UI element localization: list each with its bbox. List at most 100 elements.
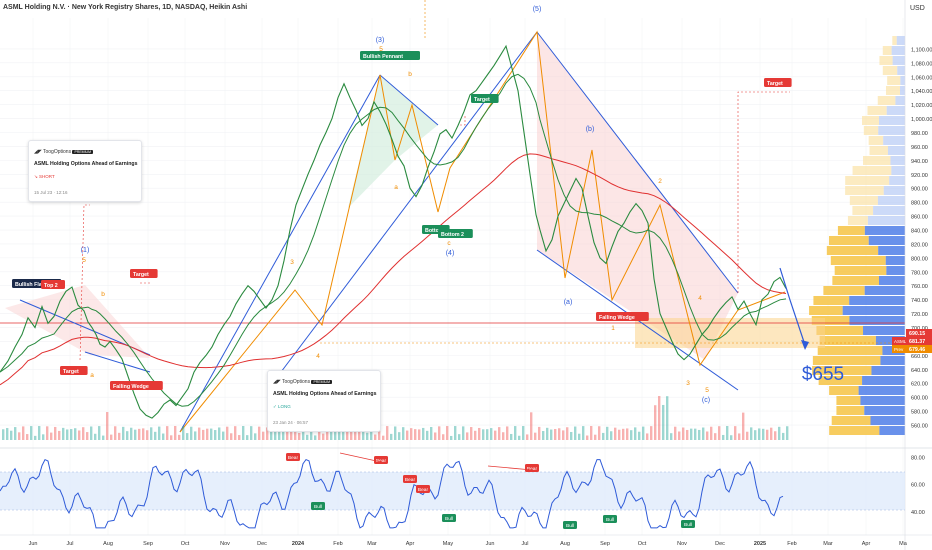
volume-profile-buy — [895, 96, 905, 105]
volume-bar — [210, 428, 213, 440]
annotation-label: Target — [474, 97, 490, 103]
volume-bar — [118, 432, 121, 440]
volume-bar — [290, 431, 293, 440]
price-tick-label: 860.00 — [911, 215, 928, 221]
card-brand: ◢◤ ToogOptions PREMIUM — [34, 149, 93, 155]
volume-bar — [178, 434, 181, 440]
volume-bar — [670, 433, 673, 440]
volume-profile-buy — [890, 156, 905, 165]
time-tick-label: Dec — [715, 541, 725, 547]
bear-divergence-line — [339, 452, 382, 463]
volume-bar — [374, 434, 377, 440]
volume-bar — [506, 426, 509, 440]
wave-label: (3) — [376, 37, 385, 44]
volume-profile-buy — [879, 426, 905, 435]
volume-bar — [406, 430, 409, 440]
premium-badge: PREMIUM — [311, 380, 332, 384]
volume-bar — [550, 429, 553, 440]
volume-profile-sell — [863, 126, 879, 135]
volume-profile-buy — [870, 416, 905, 425]
volume-bar — [170, 435, 173, 440]
volume-bar — [242, 426, 245, 440]
volume-profile-buy — [842, 306, 905, 315]
volume-bar — [590, 426, 593, 440]
volume-bar — [266, 427, 269, 440]
volume-profile-sell — [836, 396, 861, 405]
annotation-box — [60, 366, 88, 375]
volume-bar — [410, 428, 413, 440]
volume-profile-buy — [887, 146, 905, 155]
volume-bar — [302, 426, 305, 440]
volume-bar — [626, 428, 629, 440]
idea-card-2[interactable]: ◢◤ ToogOptions PREMIUM ASML Holding Opti… — [267, 370, 381, 432]
volume-bar — [698, 429, 701, 440]
time-tick-label: Feb — [333, 541, 342, 547]
rsi-tick-label: 60.00 — [911, 483, 925, 489]
volume-bar — [34, 435, 37, 440]
volume-bar — [350, 429, 353, 440]
volume-bar — [18, 432, 21, 440]
volume-profile-buy — [891, 46, 905, 55]
channel-line-main — [179, 74, 381, 433]
wave-label: (5) — [533, 6, 542, 13]
wave-label: (b) — [586, 126, 595, 133]
volume-profile — [809, 36, 905, 435]
time-tick-label: May — [443, 541, 454, 547]
time-tick-label: Nov — [677, 541, 687, 547]
volume-bar — [654, 405, 657, 440]
volume-profile-sell — [829, 426, 880, 435]
price-tick-label: 880.00 — [911, 201, 928, 207]
volume-bar — [114, 426, 117, 440]
sub-wave-label: 5 — [379, 46, 383, 53]
time-tick-label: Feb — [787, 541, 796, 547]
rsi-marker-label: Bear — [376, 458, 387, 464]
time-tick-label: Dec — [257, 541, 267, 547]
volume-bar — [598, 426, 601, 440]
price-tag-prefix: Prev — [894, 347, 904, 352]
price-tag-value: 679.46 — [909, 347, 925, 353]
volume-profile-buy — [900, 86, 905, 95]
volume-bar — [518, 435, 521, 440]
volume-profile-buy — [886, 106, 905, 115]
volume-bar — [90, 426, 93, 440]
volume-bar — [514, 426, 517, 440]
price-tick-label: 1,080.00 — [911, 61, 932, 67]
volume-profile-buy — [858, 386, 905, 395]
price-tick-label: 1,020.00 — [911, 103, 932, 109]
volume-bar — [718, 426, 721, 440]
volume-profile-sell — [847, 216, 868, 225]
volume-bar — [82, 427, 85, 440]
volume-bar — [402, 427, 405, 440]
trend-line-up — [274, 31, 538, 381]
volume-bar — [690, 428, 693, 440]
sub-wave-label: b — [101, 291, 105, 298]
price-tick-label: 920.00 — [911, 173, 928, 179]
time-tick-label: Aug — [103, 541, 113, 547]
volume-bar — [546, 427, 549, 440]
volume-bar — [674, 426, 677, 440]
volume-profile-buy — [880, 356, 905, 365]
time-tick-label: 2025 — [754, 541, 766, 547]
time-tick-label: Jul — [521, 541, 528, 547]
volume-bar — [278, 428, 281, 440]
rsi-tick-label: 40.00 — [911, 510, 925, 516]
volume-profile-sell — [852, 206, 874, 215]
rsi-marker-box — [286, 453, 300, 461]
rsi-marker-label: Bull — [684, 522, 692, 528]
volume-bar — [458, 434, 461, 440]
sub-wave-label: b — [408, 71, 412, 78]
time-tick-label: 2024 — [292, 541, 305, 547]
volume-bar — [778, 426, 781, 440]
volume-bar — [222, 431, 225, 440]
annotation-label: Bullish Flag — [15, 282, 45, 288]
volume-bar — [362, 426, 365, 440]
volume-bar — [206, 428, 209, 440]
volume-profile-sell — [832, 276, 880, 285]
volume-bar — [734, 426, 737, 440]
price-tick-label: 820.00 — [911, 242, 928, 248]
volume-profile-buy — [864, 406, 905, 415]
idea-card-1[interactable]: ◢◤ ToogOptions PREMIUM ASML Holding Opti… — [28, 140, 142, 202]
volume-bar — [234, 426, 237, 440]
volume-profile-buy — [860, 396, 905, 405]
annotation-box — [438, 229, 473, 238]
